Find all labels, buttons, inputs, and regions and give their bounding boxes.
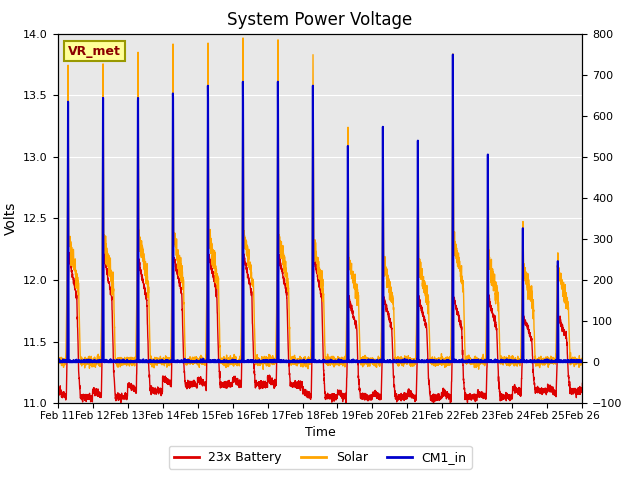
- Legend: 23x Battery, Solar, CM1_in: 23x Battery, Solar, CM1_in: [168, 446, 472, 469]
- Y-axis label: Volts: Volts: [4, 202, 17, 235]
- X-axis label: Time: Time: [305, 426, 335, 439]
- Title: System Power Voltage: System Power Voltage: [227, 11, 413, 29]
- Text: VR_met: VR_met: [68, 45, 121, 58]
